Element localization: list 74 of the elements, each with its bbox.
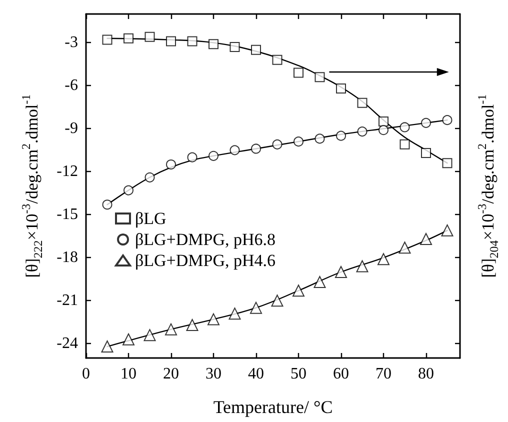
point [101,340,114,353]
point [400,139,410,150]
point [400,122,410,132]
point [144,172,155,182]
point [356,260,368,272]
x-tick-label: 20 [163,366,179,382]
y2-axis-title: [θ]204×10-3/deg.cm2.dmol-1 [475,94,501,278]
point [144,329,156,342]
point [336,130,346,141]
point [251,144,261,154]
point [314,134,325,144]
point [102,34,112,45]
point [272,54,282,65]
x-tick-label: 10 [120,366,136,382]
point [272,139,282,150]
point [441,224,454,236]
legend-label: βLG [135,209,166,228]
y-tick-label: -18 [56,249,78,266]
point [166,160,176,170]
point [208,313,220,326]
point [442,115,452,126]
y-axis-title: [θ]222×10-3/deg.cm2.dmol-1 [19,94,45,278]
y-tick-label: -12 [56,163,78,180]
point [314,276,326,288]
point [251,44,261,55]
y-tick-label: -24 [56,335,78,352]
point [378,125,388,136]
x-tick-label: 80 [418,366,434,382]
point [122,333,134,346]
point [230,42,240,52]
x-tick-label: 50 [290,366,306,382]
point [228,308,241,320]
point [292,284,304,297]
point [314,72,325,82]
y-tick-label: -6 [64,77,78,94]
point [102,200,112,210]
point [398,242,411,254]
point [336,84,346,94]
point [378,253,390,266]
x-tick-label: 60 [333,366,349,382]
point [335,266,347,278]
point [421,148,431,158]
point [187,36,198,46]
y-tick-label: -21 [56,292,78,310]
point [186,319,198,332]
point [250,302,262,314]
x-tick-label: 0 [82,366,90,382]
x-tick-label: 40 [248,366,264,382]
legend-label: βLG+DMPG, pH4.6 [135,251,276,270]
point [166,36,176,46]
point [230,145,240,156]
y-tick-label: -15 [56,206,78,224]
point [165,323,177,336]
x-tick-label: 30 [206,366,222,382]
point [208,39,218,50]
legend-label: βLG+DMPG, pH6.8 [135,230,276,249]
point [442,158,452,168]
y-tick-label: -9 [64,120,78,138]
y-tick-label: -3 [64,34,78,52]
point [187,152,198,162]
point [357,126,368,137]
point [378,116,388,126]
x-axis-title: Temperature/ °C [213,397,333,417]
point [208,150,218,161]
point [124,185,134,196]
point [294,136,304,147]
point [144,32,155,42]
point [357,98,368,108]
point [271,294,284,307]
x-tick-label: 70 [376,366,392,382]
point [124,33,134,44]
point [294,68,304,78]
point [420,233,432,246]
point [421,118,431,128]
